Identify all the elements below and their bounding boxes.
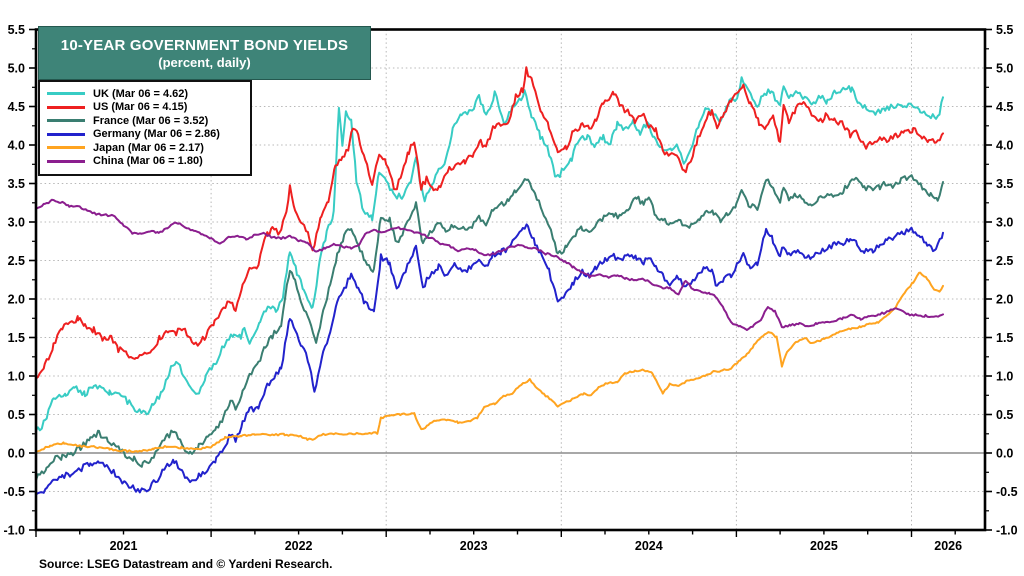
svg-text:2023: 2023 — [460, 539, 488, 553]
chart-title: 10-YEAR GOVERNMENT BOND YIELDS — [60, 36, 349, 54]
svg-text:0.0: 0.0 — [996, 446, 1013, 460]
legend-label-france: France (Mar 06 = 3.52) — [93, 114, 209, 127]
svg-text:2026: 2026 — [934, 539, 962, 553]
legend-line-japan-icon — [47, 146, 85, 150]
svg-text:2.0: 2.0 — [996, 292, 1013, 306]
legend-item-uk: UK (Mar 06 = 4.62) — [47, 87, 244, 101]
svg-text:3.0: 3.0 — [996, 215, 1013, 229]
svg-text:0.5: 0.5 — [8, 408, 25, 422]
svg-text:5.0: 5.0 — [996, 61, 1013, 75]
svg-text:3.5: 3.5 — [996, 177, 1013, 191]
legend-label-china: China (Mar 06 = 1.80) — [93, 155, 203, 168]
svg-text:2025: 2025 — [810, 539, 838, 553]
legend-label-germany: Germany (Mar 06 = 2.86) — [93, 128, 220, 141]
chart-legend: UK (Mar 06 = 4.62) US (Mar 06 = 4.15) Fr… — [38, 80, 252, 176]
svg-text:-0.5: -0.5 — [996, 485, 1018, 499]
svg-text:1.0: 1.0 — [996, 369, 1013, 383]
legend-line-uk-icon — [47, 92, 85, 96]
svg-text:4.5: 4.5 — [996, 100, 1013, 114]
svg-text:-1.0: -1.0 — [3, 523, 25, 537]
svg-text:2.0: 2.0 — [8, 292, 25, 306]
legend-item-china: China (Mar 06 = 1.80) — [47, 155, 244, 169]
legend-item-us: US (Mar 06 = 4.15) — [47, 101, 244, 115]
legend-item-france: France (Mar 06 = 3.52) — [47, 114, 244, 128]
legend-line-us-icon — [47, 105, 85, 109]
legend-label-us: US (Mar 06 = 4.15) — [93, 101, 188, 114]
svg-text:4.5: 4.5 — [8, 100, 25, 114]
svg-text:1.5: 1.5 — [996, 331, 1013, 345]
legend-item-germany: Germany (Mar 06 = 2.86) — [47, 128, 244, 142]
legend-line-germany-icon — [47, 132, 85, 136]
svg-text:2024: 2024 — [635, 539, 663, 553]
svg-text:-0.5: -0.5 — [3, 485, 25, 499]
svg-text:5.5: 5.5 — [8, 23, 25, 37]
chart-title-box: 10-YEAR GOVERNMENT BOND YIELDS (percent,… — [38, 26, 371, 80]
svg-text:3.5: 3.5 — [8, 177, 25, 191]
svg-text:2.5: 2.5 — [8, 254, 25, 268]
legend-label-japan: Japan (Mar 06 = 2.17) — [93, 141, 204, 154]
legend-line-china-icon — [47, 159, 85, 163]
legend-line-france-icon — [47, 119, 85, 123]
svg-text:2021: 2021 — [110, 539, 138, 553]
svg-text:4.0: 4.0 — [8, 138, 25, 152]
source-attribution: Source: LSEG Datastream and © Yardeni Re… — [39, 557, 333, 571]
svg-text:3.0: 3.0 — [8, 215, 25, 229]
svg-text:5.0: 5.0 — [8, 61, 25, 75]
svg-text:0.5: 0.5 — [996, 408, 1013, 422]
chart-subtitle: (percent, daily) — [158, 54, 251, 70]
legend-label-uk: UK (Mar 06 = 4.62) — [93, 87, 189, 100]
svg-text:5.5: 5.5 — [996, 23, 1013, 37]
svg-text:1.5: 1.5 — [8, 331, 25, 345]
svg-text:0.0: 0.0 — [8, 446, 25, 460]
svg-text:-1.0: -1.0 — [996, 523, 1018, 537]
svg-text:2.5: 2.5 — [996, 254, 1013, 268]
svg-text:2022: 2022 — [285, 539, 313, 553]
svg-text:4.0: 4.0 — [996, 138, 1013, 152]
legend-item-japan: Japan (Mar 06 = 2.17) — [47, 141, 244, 155]
svg-text:1.0: 1.0 — [8, 369, 25, 383]
